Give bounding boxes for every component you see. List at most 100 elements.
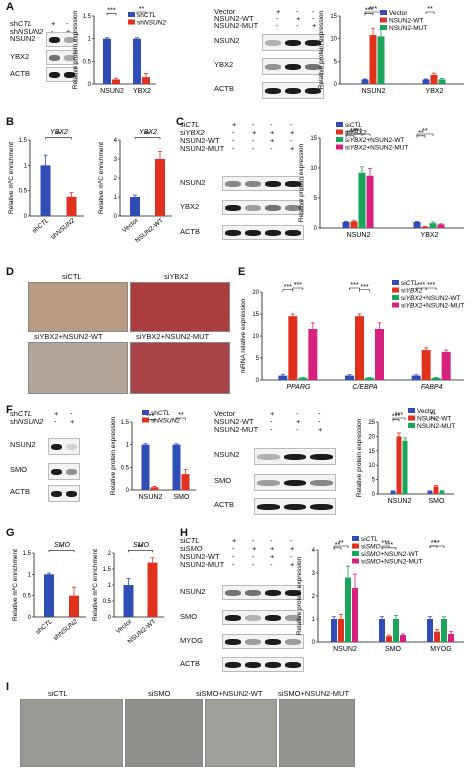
blot-band bbox=[66, 443, 77, 450]
significance-label: *** bbox=[107, 7, 115, 14]
blot-mark: - bbox=[270, 425, 273, 434]
legend-swatch bbox=[128, 12, 135, 17]
bar bbox=[429, 223, 437, 228]
y-axis-label: Relative m5C enrichment bbox=[91, 549, 99, 621]
blot-mark: + bbox=[276, 7, 281, 16]
blot-strip bbox=[262, 34, 324, 51]
significance-label: ** bbox=[145, 132, 151, 139]
significance-bracket bbox=[282, 289, 294, 292]
significance-bracket bbox=[128, 549, 153, 553]
y-tick-label: 1 bbox=[24, 163, 28, 169]
significance-bracket bbox=[416, 135, 426, 138]
bar bbox=[103, 38, 111, 84]
bar bbox=[413, 222, 421, 228]
y-tick-label: 25 bbox=[368, 420, 375, 426]
significance-bracket bbox=[349, 287, 360, 290]
y-tick-label: 0 bbox=[24, 214, 28, 220]
bar-chart-f2: 0 5 10 15 20 25 Relative protein expression NSU… bbox=[356, 408, 455, 505]
bar bbox=[438, 79, 446, 84]
bar-chart-e1: 0 5 10 15 20 mRNA relative expression PPARG C/E… bbox=[240, 280, 464, 391]
blot-protein-label: ACTB bbox=[180, 659, 201, 668]
category-label: PPARG bbox=[286, 384, 311, 391]
blot-protein-label: YBX2 bbox=[10, 52, 30, 61]
blot-band bbox=[225, 661, 241, 668]
category-label: MYOG bbox=[430, 646, 451, 653]
y-tick-label: 0 bbox=[312, 640, 316, 646]
bar bbox=[427, 491, 433, 494]
blot-mark: + bbox=[232, 536, 237, 545]
bar-chart-a2: 0 5 10 15 Relative protein expression NSUN2 YB… bbox=[318, 6, 464, 95]
significance-label: ** bbox=[434, 540, 440, 547]
legend-label: siYBX2+NSUN2-WT bbox=[401, 295, 460, 302]
bar bbox=[358, 172, 366, 228]
bar-chart-c1: 0 5 10 15 Relative protein expression NSUN2 YB… bbox=[298, 122, 464, 239]
legend-swatch bbox=[392, 302, 399, 308]
blot-band bbox=[66, 468, 77, 475]
micro-i-label-4: siSMO+NSUN2-MUT bbox=[278, 689, 350, 698]
blot-band bbox=[310, 503, 333, 510]
blot-band bbox=[64, 36, 75, 43]
y-tick-label: 0 bbox=[108, 615, 112, 621]
y-tick-label: 15 bbox=[368, 449, 375, 455]
blot-mark: - bbox=[252, 120, 255, 129]
bar bbox=[133, 38, 141, 84]
y-tick-label: 10 bbox=[252, 334, 259, 340]
significance-label: ** bbox=[335, 542, 341, 549]
blot-band bbox=[310, 479, 333, 486]
blot-mark: - bbox=[290, 120, 293, 129]
blot-protein-label: NSUN2 bbox=[214, 36, 240, 45]
blot-condition-label: shNSUN2 bbox=[10, 27, 44, 36]
blot-condition-label: shNSUN2 bbox=[10, 417, 44, 426]
legend-swatch bbox=[336, 122, 343, 127]
blot-mark: - bbox=[296, 409, 299, 418]
significance-bracket bbox=[45, 137, 72, 140]
significance-bracket bbox=[134, 137, 161, 140]
bar bbox=[396, 436, 402, 494]
significance-bracket bbox=[136, 11, 147, 14]
significance-label: *** bbox=[365, 7, 373, 14]
bar bbox=[141, 444, 150, 490]
y-tick-label: 0 bbox=[28, 615, 32, 621]
blot-band bbox=[265, 589, 281, 596]
legend-label: siYBX2+NSUN2-MUT bbox=[345, 145, 408, 152]
y-tick-label: 1 bbox=[114, 195, 118, 201]
legend-label: siCTL bbox=[361, 536, 378, 543]
blot-mark: - bbox=[232, 128, 235, 137]
blot-mark: + bbox=[290, 544, 295, 553]
blot-condition-label: NSUN2-WT bbox=[214, 417, 254, 426]
legend-swatch bbox=[380, 17, 387, 23]
blot-condition-label: NSUN2-WT bbox=[214, 14, 254, 23]
bar bbox=[345, 577, 351, 642]
chart-title: SMO bbox=[54, 542, 71, 549]
y-tick-label: 1 bbox=[126, 443, 130, 449]
micro-d-label-4: siYBX2+NSUN2-MUT bbox=[136, 332, 210, 341]
blot-protein-label: SMO bbox=[10, 465, 28, 474]
blot-band bbox=[265, 180, 281, 187]
blot-mark: + bbox=[290, 560, 295, 569]
significance-bracket bbox=[425, 287, 437, 290]
micro-i-label-3: siSMO+NSUN2-WT bbox=[196, 689, 263, 698]
bar bbox=[288, 316, 298, 380]
panel-label-e: E bbox=[238, 266, 246, 278]
blot-band bbox=[285, 87, 301, 94]
y-tick-label: 0 bbox=[114, 214, 118, 220]
blot-condition-label: shCTL bbox=[10, 409, 33, 418]
blot-protein-label: MYOG bbox=[180, 636, 203, 645]
blot-mark: + bbox=[66, 28, 70, 36]
significance-bracket bbox=[425, 11, 435, 14]
bar bbox=[123, 585, 134, 617]
significance-bracket bbox=[345, 135, 355, 138]
bar bbox=[430, 74, 438, 84]
blot-mark: - bbox=[270, 536, 273, 545]
legend-label: shNSUN2 bbox=[151, 418, 180, 425]
blot-mark: - bbox=[290, 536, 293, 545]
category-label: SMO bbox=[429, 498, 446, 505]
y-tick-label: 0 bbox=[334, 82, 338, 88]
bar bbox=[421, 350, 431, 380]
blot-mark: + bbox=[252, 544, 257, 553]
bar bbox=[331, 619, 337, 642]
y-tick-label: 5 bbox=[256, 356, 260, 362]
bar bbox=[441, 619, 447, 642]
blot-band bbox=[257, 479, 280, 486]
micrograph-i-4 bbox=[279, 699, 355, 767]
